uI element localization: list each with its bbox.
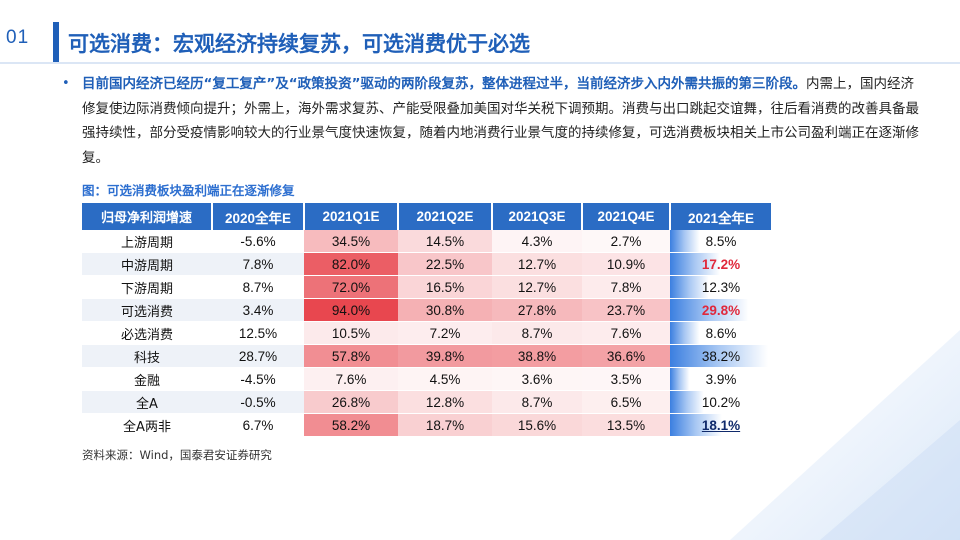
table-cell: 7.2%	[398, 321, 492, 345]
table-cell: 72.0%	[304, 275, 398, 299]
table-row: 下游周期 8.7% 72.0% 16.5% 12.7% 7.8% 12.3%	[82, 275, 772, 299]
profit-growth-table: 归母净利润增速 2020全年E 2021Q1E 2021Q2E 2021Q3E 2021Q…	[82, 203, 773, 437]
table-cell: 15.6%	[492, 413, 582, 437]
table-row: 上游周期 -5.6% 34.5% 14.5% 4.3% 2.7% 8.5%	[82, 230, 772, 253]
table-row: 可选消费 3.4% 94.0% 30.8% 27.8% 23.7% 29.8%	[82, 298, 772, 322]
table-cell: 7.6%	[582, 321, 670, 345]
row-label: 可选消费	[82, 298, 212, 322]
table-cell: 8.7%	[492, 390, 582, 414]
table-cell: -5.6%	[212, 230, 304, 253]
row-label: 下游周期	[82, 275, 212, 299]
table-cell: 82.0%	[304, 252, 398, 276]
bullet-marker: •	[62, 76, 70, 91]
table-cell: 4.3%	[492, 230, 582, 253]
table-cell: 4.5%	[398, 367, 492, 391]
table-row: 中游周期 7.8% 82.0% 22.5% 12.7% 10.9% 17.2%	[82, 252, 772, 276]
table-cell: 36.6%	[582, 344, 670, 368]
row-label: 金融	[82, 367, 212, 391]
table-cell: 8.7%	[492, 321, 582, 345]
table-cell: 2.7%	[582, 230, 670, 253]
row-label: 中游周期	[82, 252, 212, 276]
header-divider	[0, 62, 960, 64]
table-cell: 57.8%	[304, 344, 398, 368]
table-cell: 10.5%	[304, 321, 398, 345]
table-cell: 3.5%	[582, 367, 670, 391]
table-cell: 7.8%	[212, 252, 304, 276]
table-header-cell: 2021Q1E	[304, 203, 399, 230]
table-cell: 28.7%	[212, 344, 304, 368]
row-label: 必选消费	[82, 321, 212, 345]
table-cell: 6.7%	[212, 413, 304, 437]
table-cell: 12.5%	[212, 321, 304, 345]
table-cell: 12.7%	[492, 275, 582, 299]
table-cell: 18.7%	[398, 413, 492, 437]
table-cell: 8.6%	[670, 321, 772, 345]
table-cell: 8.7%	[212, 275, 304, 299]
table-cell: 10.2%	[670, 390, 772, 414]
table-cell: 34.5%	[304, 230, 398, 253]
table-cell: 29.8%	[670, 298, 772, 322]
table-cell: 14.5%	[398, 230, 492, 253]
table-header-cell: 2021全年E	[670, 203, 773, 230]
table-cell: 26.8%	[304, 390, 398, 414]
table-cell: 8.5%	[670, 230, 772, 253]
table-cell: 18.1%	[670, 413, 772, 437]
table-header-cell: 2021Q3E	[492, 203, 583, 230]
table-cell: 22.5%	[398, 252, 492, 276]
table-cell: 17.2%	[670, 252, 772, 276]
table-cell: 12.3%	[670, 275, 772, 299]
table-cell: 30.8%	[398, 298, 492, 322]
table-header-cell: 2020全年E	[212, 203, 305, 230]
table-body: 上游周期 -5.6% 34.5% 14.5% 4.3% 2.7% 8.5% 中游周期 7.8% 8…	[82, 230, 772, 437]
table-cell: 3.4%	[212, 298, 304, 322]
table-cell: 38.2%	[670, 344, 772, 368]
table-row: 必选消费 12.5% 10.5% 7.2% 8.7% 7.6% 8.6%	[82, 321, 772, 345]
page-title: 可选消费：宏观经济持续复苏，可选消费优于必选	[68, 32, 530, 56]
table-row: 科技 28.7% 57.8% 39.8% 38.8% 36.6% 38.2%	[82, 344, 772, 368]
table-cell: 27.8%	[492, 298, 582, 322]
table-cell: 7.6%	[304, 367, 398, 391]
source-note: 资料来源：Wind，国泰君安证券研究	[82, 448, 272, 462]
table-cell: 12.7%	[492, 252, 582, 276]
table-cell: -4.5%	[212, 367, 304, 391]
table-header-cell: 归母净利润增速	[82, 203, 213, 230]
table-row: 全A -0.5% 26.8% 12.8% 8.7% 6.5% 10.2%	[82, 390, 772, 414]
table-cell: -0.5%	[212, 390, 304, 414]
table-row: 金融 -4.5% 7.6% 4.5% 3.6% 3.5% 3.9%	[82, 367, 772, 391]
row-label: 全A两非	[82, 413, 212, 437]
table-cell: 6.5%	[582, 390, 670, 414]
table-cell: 94.0%	[304, 298, 398, 322]
emphasis-value: 18.1%	[701, 417, 741, 433]
table-cell: 3.9%	[670, 367, 772, 391]
row-label: 上游周期	[82, 230, 212, 253]
table-header-row: 归母净利润增速 2020全年E 2021Q1E 2021Q2E 2021Q3E 2021Q…	[82, 203, 773, 230]
figure-title: 图：可选消费板块盈利端正在逐渐修复	[82, 183, 295, 198]
row-label: 全A	[82, 390, 212, 414]
table-cell: 16.5%	[398, 275, 492, 299]
header-accent-bar	[53, 22, 59, 62]
table-cell: 13.5%	[582, 413, 670, 437]
body-paragraph: 目前国内经济已经历“复工复产”及“政策投资”驱动的两阶段复苏，整体进程过半，当前…	[82, 72, 922, 170]
table-cell: 3.6%	[492, 367, 582, 391]
table-row: 全A两非 6.7% 58.2% 18.7% 15.6% 13.5% 18.1%	[82, 413, 772, 437]
table-header-cell: 2021Q4E	[582, 203, 671, 230]
body-text: 内需上，国内经济修复使边际消费倾向提升；外需上，海外需求复苏、产能受限叠加美国对…	[82, 76, 919, 166]
section-number: 01	[6, 27, 30, 48]
body-highlight: 目前国内经济已经历“复工复产”及“政策投资”驱动的两阶段复苏，整体进程过半，当前…	[82, 76, 806, 92]
table-cell: 23.7%	[582, 298, 670, 322]
table-header-cell: 2021Q2E	[398, 203, 493, 230]
table-cell: 39.8%	[398, 344, 492, 368]
table-cell: 7.8%	[582, 275, 670, 299]
table-cell: 12.8%	[398, 390, 492, 414]
row-label: 科技	[82, 344, 212, 368]
table-cell: 38.8%	[492, 344, 582, 368]
table-cell: 58.2%	[304, 413, 398, 437]
table-cell: 10.9%	[582, 252, 670, 276]
